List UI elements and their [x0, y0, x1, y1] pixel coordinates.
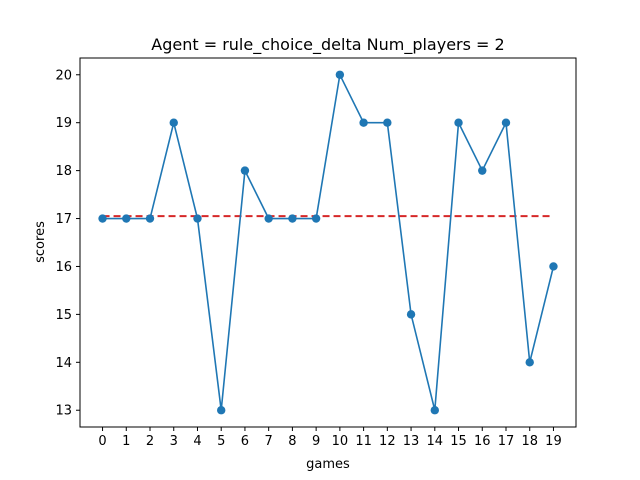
data-point [335, 70, 345, 79]
data-point [145, 214, 155, 223]
x-tick-label: 14 [427, 434, 444, 449]
data-point [311, 214, 321, 223]
y-axis-label: scores [33, 221, 48, 263]
data-point [122, 214, 131, 223]
x-tick-label: 9 [312, 434, 320, 449]
chart-title: Agent = rule_choice_delta Num_players = … [151, 35, 504, 55]
data-point [406, 310, 416, 319]
x-tick-label: 17 [498, 434, 515, 449]
data-point [501, 118, 511, 127]
data-point [193, 214, 202, 223]
data-point [288, 214, 297, 223]
x-tick-label: 8 [288, 434, 296, 449]
x-tick-label: 0 [98, 434, 106, 449]
data-point [454, 118, 463, 127]
x-tick-label: 3 [170, 434, 178, 449]
data-point [430, 406, 439, 415]
x-tick-label: 5 [217, 434, 225, 449]
data-point [525, 358, 534, 367]
data-point [478, 166, 487, 175]
x-tick-label: 15 [450, 434, 467, 449]
data-point [169, 118, 178, 127]
y-tick-label: 19 [55, 116, 72, 131]
x-tick-label: 2 [146, 434, 154, 449]
x-tick-label: 16 [474, 434, 491, 449]
data-point [240, 166, 250, 175]
x-tick-label: 6 [241, 434, 249, 449]
x-tick-label: 4 [193, 434, 201, 449]
y-tick-label: 15 [55, 308, 72, 323]
data-point [549, 262, 558, 271]
x-tick-label: 13 [403, 434, 420, 449]
x-tick-label: 19 [545, 434, 562, 449]
y-tick-label: 20 [55, 68, 72, 83]
x-tick-label: 7 [265, 434, 273, 449]
plot-area [98, 70, 558, 415]
data-point [359, 118, 368, 127]
data-point [383, 118, 392, 127]
y-tick-label: 18 [55, 164, 72, 179]
y-axis: 13 14 15 16 17 18 19 20 [55, 68, 80, 419]
data-point [264, 214, 273, 223]
y-tick-label: 14 [55, 356, 72, 371]
data-point [217, 406, 226, 415]
x-tick-label: 10 [332, 434, 349, 449]
y-tick-label: 16 [55, 260, 72, 275]
plot-frame [79, 57, 577, 428]
x-tick-label: 12 [379, 434, 396, 449]
x-tick-label: 18 [521, 434, 538, 449]
x-axis-label: games [306, 457, 350, 472]
x-tick-label: 1 [122, 434, 130, 449]
y-tick-label: 17 [55, 212, 72, 227]
x-axis: 0 1 2 3 4 5 6 7 8 9 10 11 12 13 14 15 16 17 18 19 [98, 427, 562, 449]
x-tick-label: 11 [355, 434, 372, 449]
y-tick-label: 13 [55, 404, 72, 419]
series-line [102, 72, 555, 411]
data-point [98, 214, 107, 223]
